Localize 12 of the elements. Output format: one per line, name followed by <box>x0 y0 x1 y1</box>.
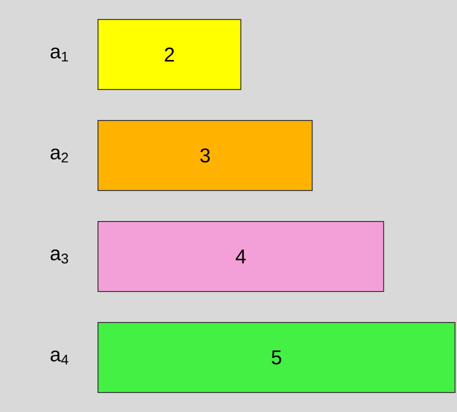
y-tick-label: a$_{1}$ <box>50 48 68 62</box>
y-tick-label: a$_{4}$ <box>50 350 68 364</box>
bar <box>98 322 456 394</box>
y-tick-label: a$_{3}$ <box>50 250 68 264</box>
y-tick-label: a$_{2}$ <box>50 148 68 162</box>
bar <box>98 120 313 192</box>
bar <box>98 221 384 292</box>
bar <box>98 19 242 90</box>
data-label: 2 <box>164 48 174 62</box>
data-label: 4 <box>236 250 246 264</box>
data-label: 3 <box>200 148 210 163</box>
data-label: 5 <box>272 350 282 364</box>
